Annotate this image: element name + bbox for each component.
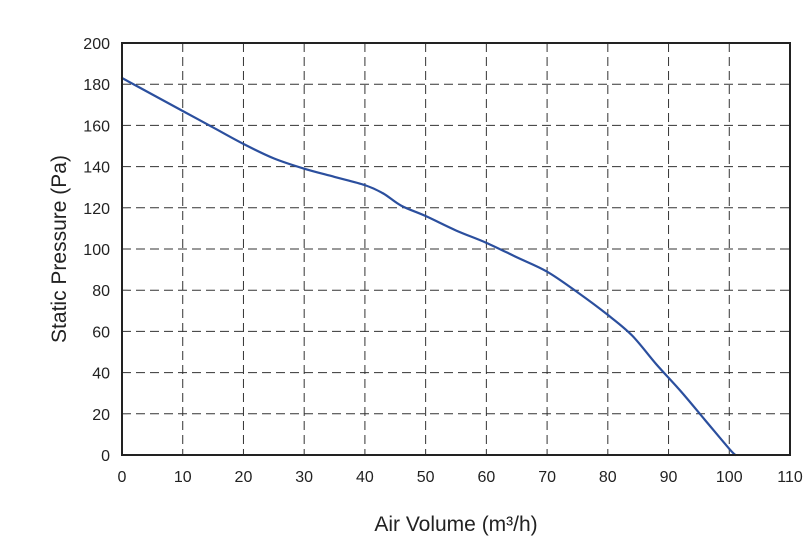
y-tick-label: 200 xyxy=(83,36,110,53)
y-tick-label: 120 xyxy=(83,201,110,218)
x-tick-label: 0 xyxy=(118,469,127,486)
x-tick-label: 70 xyxy=(538,469,556,486)
y-tick-label: 160 xyxy=(83,118,110,135)
x-tick-label: 10 xyxy=(174,469,192,486)
y-tick-label: 80 xyxy=(92,283,110,300)
x-tick-label: 80 xyxy=(599,469,617,486)
grid xyxy=(122,43,790,455)
x-axis-title: Air Volume (m³/h) xyxy=(374,513,537,536)
y-tick-label: 180 xyxy=(83,77,110,94)
y-tick-labels: 0 20 40 60 80 100 120 140 160 180 200 xyxy=(83,36,110,465)
x-tick-label: 100 xyxy=(716,469,743,486)
y-tick-label: 60 xyxy=(92,324,110,341)
y-tick-label: 140 xyxy=(83,160,110,177)
x-tick-label: 20 xyxy=(235,469,253,486)
x-tick-label: 60 xyxy=(477,469,495,486)
y-tick-label: 20 xyxy=(92,407,110,424)
y-axis-title: Static Pressure (Pa) xyxy=(48,155,71,343)
series-layer xyxy=(120,76,737,457)
y-tick-label: 40 xyxy=(92,366,110,383)
series-line xyxy=(120,76,737,457)
plot-background xyxy=(122,43,790,455)
plot-frame xyxy=(121,42,791,456)
x-tick-label: 40 xyxy=(356,469,374,486)
y-tick-label: 0 xyxy=(101,448,110,465)
y-tick-label: 100 xyxy=(83,242,110,259)
x-tick-label: 90 xyxy=(660,469,678,486)
x-tick-label: 30 xyxy=(295,469,313,486)
x-tick-labels: 0 10 20 30 40 50 60 70 80 90 100 110 xyxy=(118,469,803,486)
x-tick-label: 110 xyxy=(777,469,803,486)
x-tick-label: 50 xyxy=(417,469,435,486)
